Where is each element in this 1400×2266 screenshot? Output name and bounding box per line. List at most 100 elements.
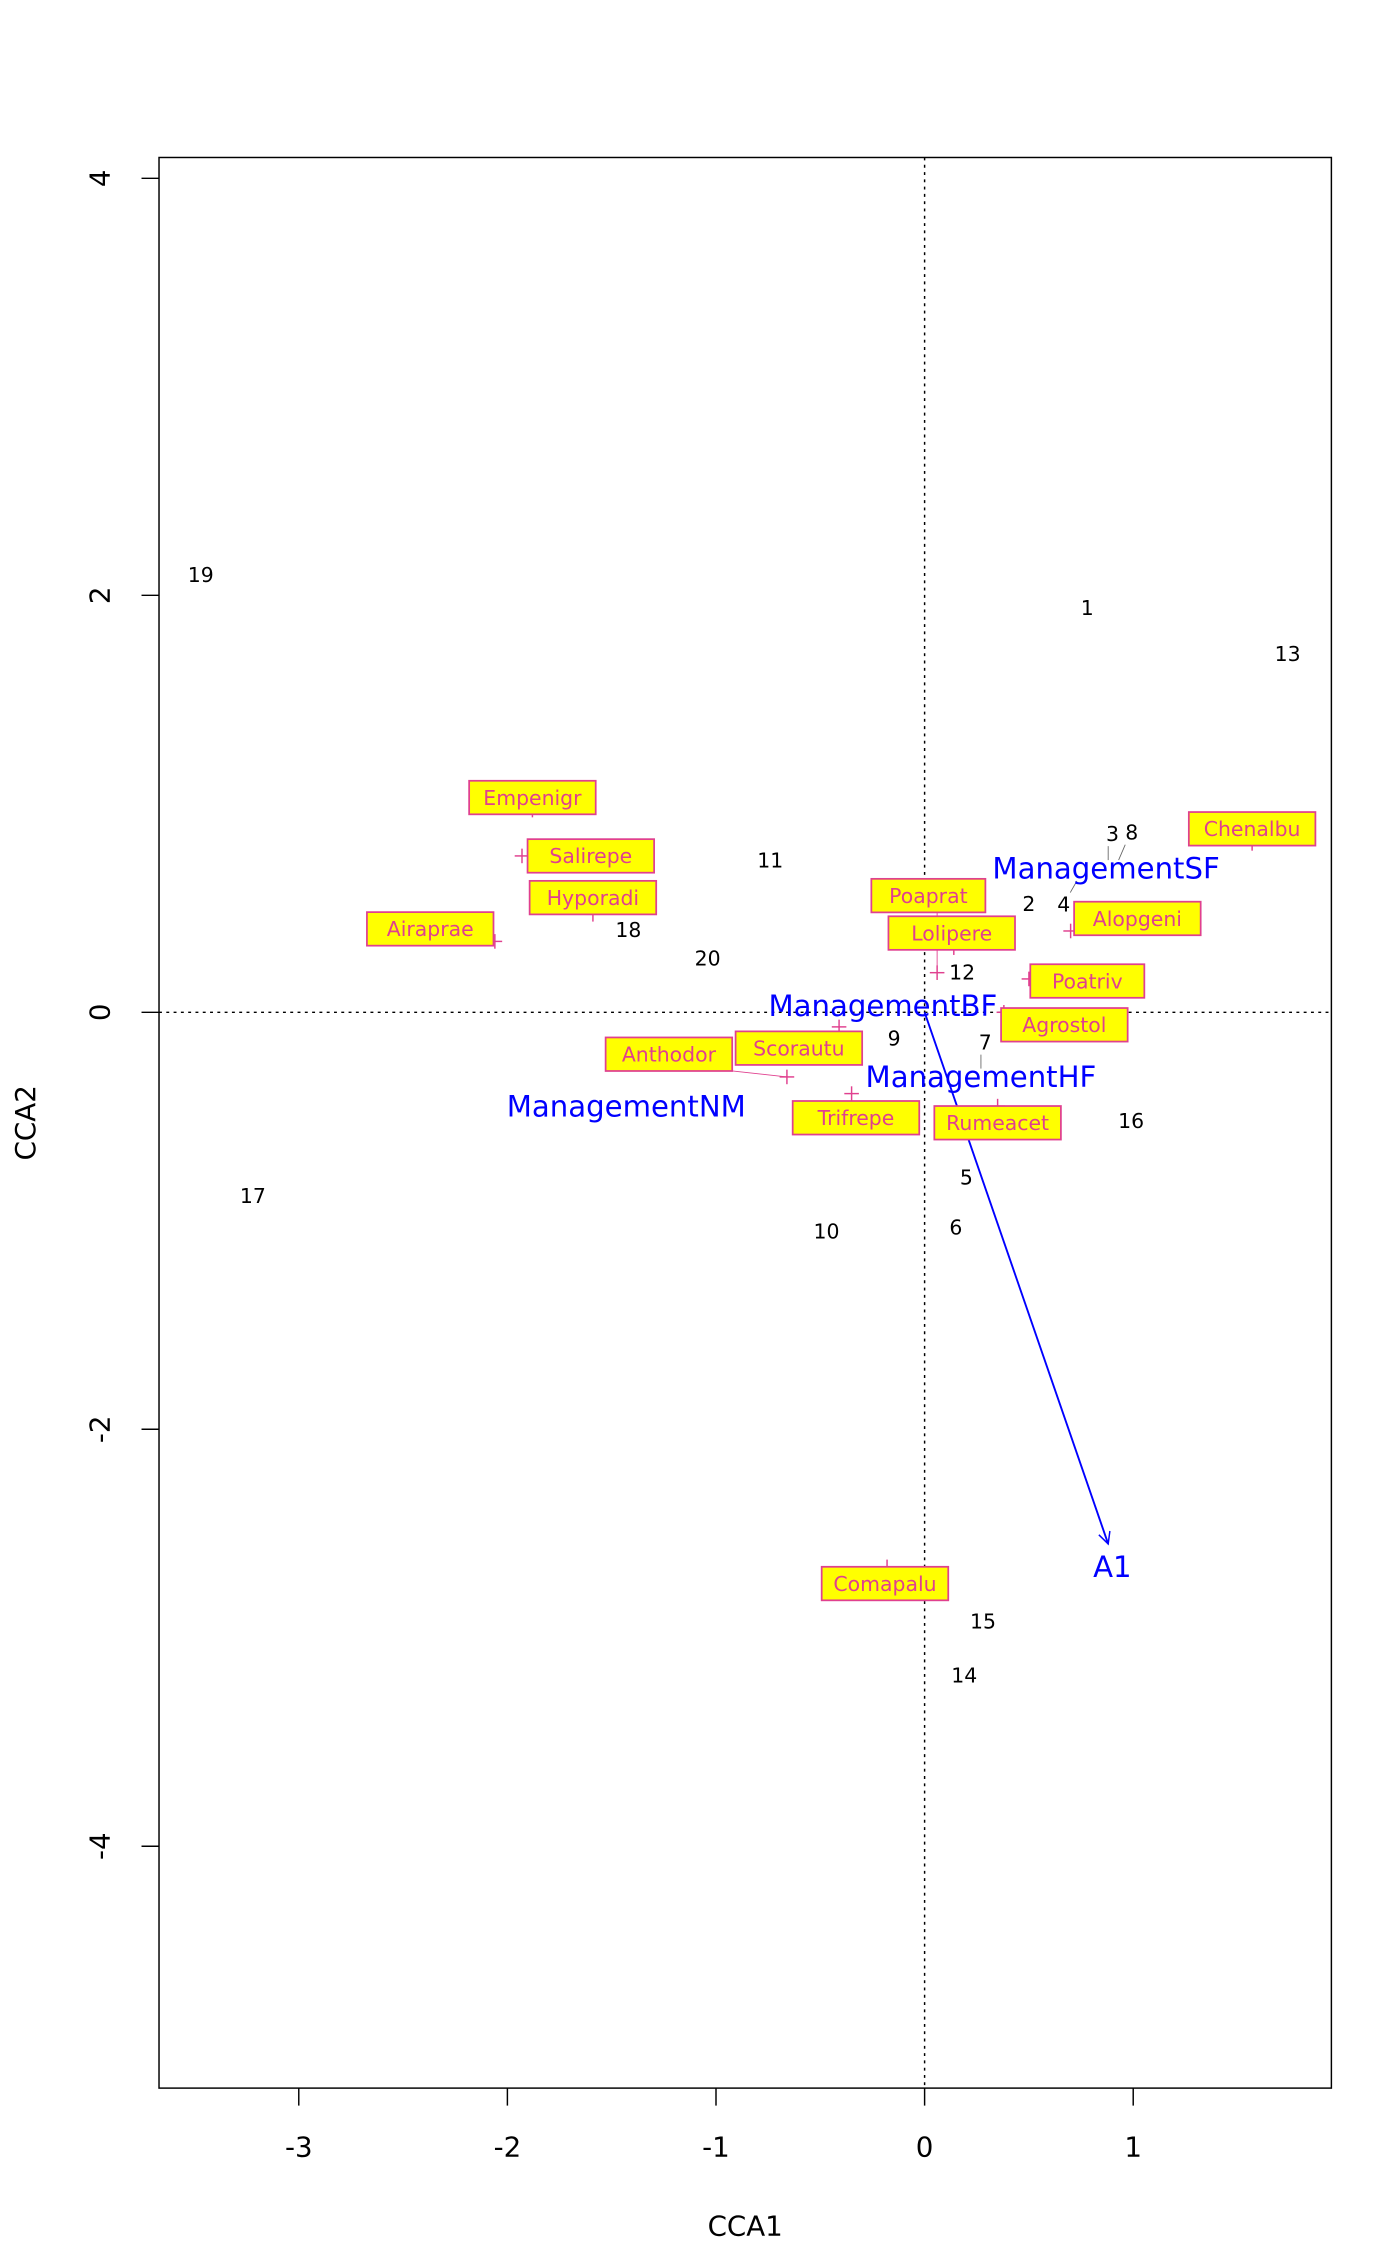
site-label-group: 7 xyxy=(979,1031,992,1055)
species-label-box xyxy=(1000,1007,1129,1043)
site-label-group: 8 xyxy=(1125,821,1138,845)
species-label-group: Chenalbu xyxy=(1187,811,1317,847)
species-label-group: Hyporadi xyxy=(528,879,658,916)
site-label: 2 xyxy=(1022,892,1035,916)
site-label: 1 xyxy=(1081,596,1094,620)
species-label: Rumeacet xyxy=(946,1111,1049,1135)
species-label-group: Lolipere xyxy=(887,915,1016,951)
biplot-label: A1 xyxy=(1093,1550,1132,1584)
site-label-group: 11 xyxy=(757,848,783,872)
species-label: Empenigr xyxy=(483,786,582,810)
site-label: 19 xyxy=(188,563,214,587)
species-label-group: Anthodor xyxy=(604,1036,734,1072)
species-label: Trifrepe xyxy=(817,1106,895,1130)
species-label-group: Empenigr xyxy=(468,779,597,816)
centroid-label-group: ManagementSF xyxy=(992,852,1219,886)
species-label: Scorautu xyxy=(753,1036,844,1060)
site-label-group: 13 xyxy=(1275,642,1301,666)
biplot-label-group: A1 xyxy=(1093,1550,1132,1584)
site-label: 4 xyxy=(1057,893,1070,917)
species-label-box xyxy=(526,838,655,874)
site-label-group: 14 xyxy=(951,1664,977,1688)
site-label: 8 xyxy=(1125,821,1138,845)
centroid-label: ManagementSF xyxy=(992,852,1219,886)
site-label: 7 xyxy=(979,1031,992,1055)
species-label: Poatriv xyxy=(1052,969,1123,993)
species-label-box xyxy=(820,1565,950,1602)
site-label-group: 17 xyxy=(240,1184,266,1208)
species-label: Alopgeni xyxy=(1093,907,1182,931)
site-label-group: 19 xyxy=(188,563,214,587)
site-label: 3 xyxy=(1106,822,1119,846)
species-label: Hyporadi xyxy=(547,886,639,910)
site-label-group: 1 xyxy=(1081,596,1094,620)
species-label-group: Alopgeni xyxy=(1073,900,1202,937)
species-label-group: Salirepe xyxy=(526,838,655,874)
y-axis-label: CCA2 xyxy=(9,1085,42,1160)
species-label-box xyxy=(1187,811,1317,847)
species-label-box xyxy=(734,1030,864,1066)
centroid-label: ManagementBF xyxy=(768,989,997,1023)
centroid-label-group: ManagementHF xyxy=(866,1060,1097,1094)
species-label: Poaprat xyxy=(889,884,967,908)
species-label-group: Scorautu xyxy=(734,1030,864,1066)
site-label: 16 xyxy=(1118,1109,1144,1133)
site-label-group: 20 xyxy=(695,946,721,970)
y-tick-label: 0 xyxy=(83,1003,116,1021)
x-tick-label: -2 xyxy=(494,2131,522,2164)
site-label: 18 xyxy=(615,918,641,942)
x-tick-label: 1 xyxy=(1124,2131,1142,2164)
species-label: Airaprae xyxy=(387,917,474,941)
site-label-group: 6 xyxy=(949,1215,962,1239)
site-label: 13 xyxy=(1275,642,1301,666)
species-label-box xyxy=(604,1036,734,1072)
site-label-group: 4 xyxy=(1057,893,1070,917)
x-tick-label: -3 xyxy=(285,2131,313,2164)
species-label: Anthodor xyxy=(622,1043,717,1067)
centroid-label: ManagementNM xyxy=(507,1089,746,1123)
y-tick-label: -4 xyxy=(83,1832,116,1860)
y-tick-label: 4 xyxy=(83,170,116,188)
site-label-group: 10 xyxy=(814,1219,840,1243)
species-label-box xyxy=(933,1105,1062,1141)
species-label-box xyxy=(887,915,1016,951)
species-label-box xyxy=(791,1100,921,1136)
species-label-group: Poatriv xyxy=(1029,963,1146,999)
species-label-box xyxy=(1029,963,1146,999)
species-label-box xyxy=(366,911,495,947)
site-label-group: 16 xyxy=(1118,1109,1144,1133)
site-label-group: 3 xyxy=(1106,822,1119,846)
species-label-group: Trifrepe xyxy=(791,1100,921,1136)
species-label-group: Rumeacet xyxy=(933,1105,1062,1141)
site-label: 5 xyxy=(960,1165,973,1189)
site-label-group: 15 xyxy=(970,1609,996,1633)
species-label-box xyxy=(468,779,597,816)
species-label: Salirepe xyxy=(549,844,632,868)
species-label-group: Comapalu xyxy=(820,1565,950,1602)
site-label-group: 5 xyxy=(960,1165,973,1189)
site-label: 9 xyxy=(888,1026,901,1050)
y-tick-label: 2 xyxy=(83,586,116,604)
site-label: 11 xyxy=(757,848,783,872)
species-label-box xyxy=(870,877,987,914)
species-label: Lolipere xyxy=(911,921,992,945)
label-leader-line xyxy=(1069,880,1078,893)
site-label-group: 12 xyxy=(949,960,975,984)
x-tick-label: -1 xyxy=(702,2131,730,2164)
centroid-label-group: ManagementNM xyxy=(507,1089,746,1123)
site-label: 17 xyxy=(240,1184,266,1208)
centroid-label: ManagementHF xyxy=(866,1060,1097,1094)
y-tick-label: -2 xyxy=(83,1415,116,1443)
species-label-box xyxy=(528,879,658,916)
species-label: Agrostol xyxy=(1022,1013,1106,1037)
site-label-group: 9 xyxy=(888,1026,901,1050)
site-label: 14 xyxy=(951,1664,977,1688)
site-label-group: 2 xyxy=(1022,892,1035,916)
centroid-label-group: ManagementBF xyxy=(768,989,997,1023)
label-leader-line xyxy=(732,1070,787,1078)
species-label: Chenalbu xyxy=(1204,817,1301,841)
x-axis-label: CCA1 xyxy=(708,2209,783,2242)
species-label: Comapalu xyxy=(833,1572,936,1596)
plot-frame xyxy=(158,156,1333,2089)
